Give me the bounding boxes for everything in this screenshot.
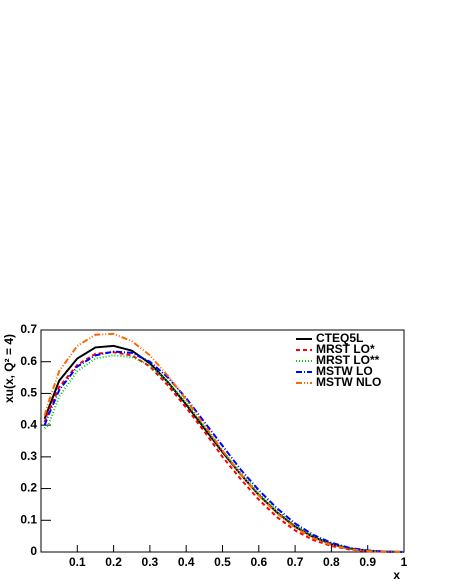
series-line bbox=[43, 350, 405, 553]
legend-label: MSTW NLO bbox=[316, 375, 381, 389]
x-tick-label: 0.9 bbox=[359, 555, 376, 569]
x-tick-label: 0.8 bbox=[323, 555, 340, 569]
y-tick-label: 0.2 bbox=[20, 481, 37, 495]
x-tick-label: 0.4 bbox=[178, 555, 195, 569]
x-tick-label: 0.2 bbox=[105, 555, 122, 569]
x-tick-label: 0.7 bbox=[287, 555, 304, 569]
x-tick-label: 0.6 bbox=[250, 555, 267, 569]
y-tick-label: 0.7 bbox=[20, 322, 37, 336]
legend-label: MRST LO** bbox=[316, 353, 380, 367]
y-tick-label: 0 bbox=[30, 544, 37, 558]
x-tick-label: 1 bbox=[401, 555, 408, 569]
x-tick-label: 0.1 bbox=[69, 555, 86, 569]
series-line bbox=[43, 332, 405, 553]
x-axis-label: x bbox=[393, 568, 400, 582]
y-tick-label: 0.5 bbox=[20, 386, 37, 400]
y-tick-label: 0.3 bbox=[20, 449, 37, 463]
legend-label: CTEQ5L bbox=[316, 331, 363, 345]
y-tick-label: 0.4 bbox=[20, 417, 37, 431]
legend-label: MRST LO* bbox=[316, 342, 375, 356]
legend-label: MSTW LO bbox=[316, 364, 373, 378]
y-tick-label: 0.6 bbox=[20, 354, 37, 368]
x-tick-label: 0.5 bbox=[214, 555, 231, 569]
x-tick-label: 0.3 bbox=[142, 555, 159, 569]
y-axis-label: xu(x, Q² = 4) bbox=[2, 334, 16, 403]
y-tick-label: 0.1 bbox=[20, 512, 37, 526]
